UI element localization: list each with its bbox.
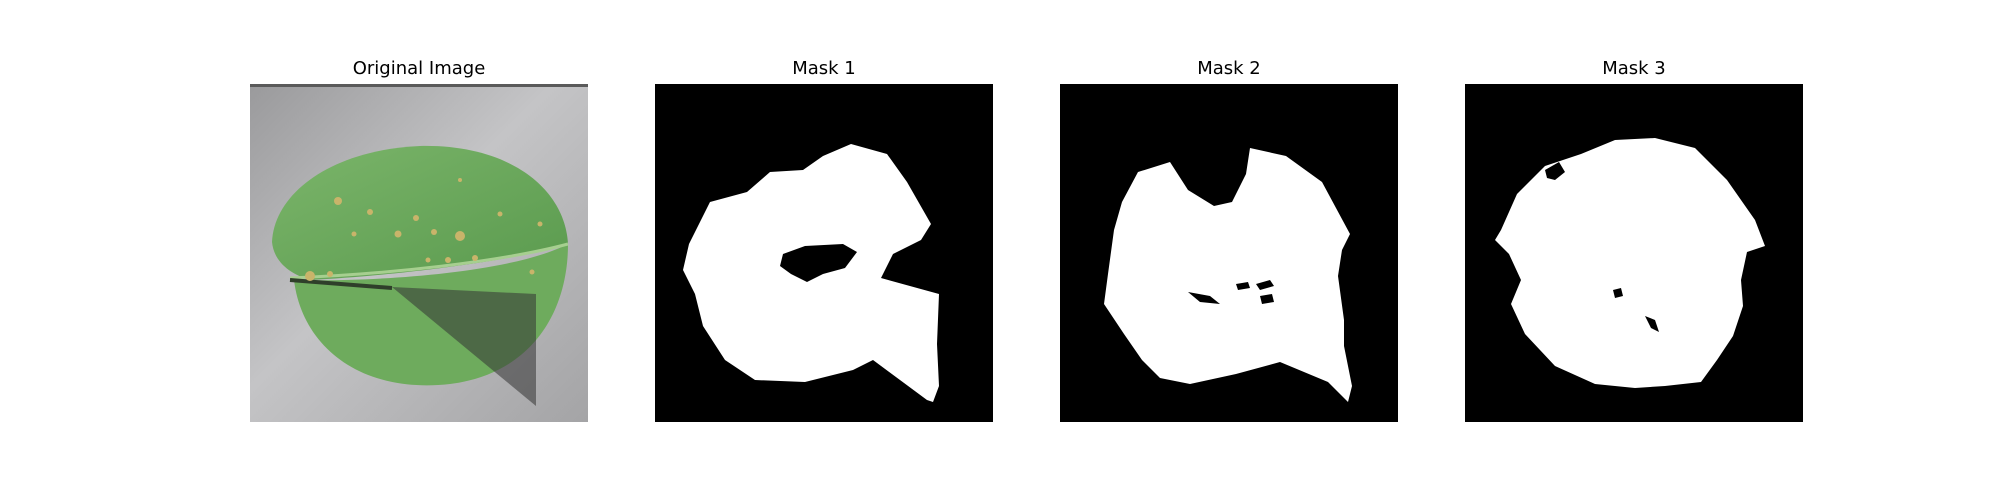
mask-1-image xyxy=(655,84,993,422)
panel-title: Mask 2 xyxy=(1197,58,1261,79)
mask-3-image xyxy=(1465,84,1803,422)
mask-region xyxy=(683,144,939,402)
mask-2-image xyxy=(1060,84,1398,422)
leaf-upper xyxy=(272,145,568,280)
lesion-spots xyxy=(305,178,543,281)
top-edge xyxy=(250,84,588,87)
leaf-tear xyxy=(289,278,393,290)
panel-title: Mask 1 xyxy=(792,58,856,79)
mask-region xyxy=(1495,138,1765,388)
panel-title: Original Image xyxy=(352,58,486,79)
mask-region xyxy=(1104,148,1352,402)
panel-title: Mask 3 xyxy=(1602,58,1666,79)
shadow-triangle xyxy=(392,287,536,406)
original-leaf-image xyxy=(250,84,588,422)
